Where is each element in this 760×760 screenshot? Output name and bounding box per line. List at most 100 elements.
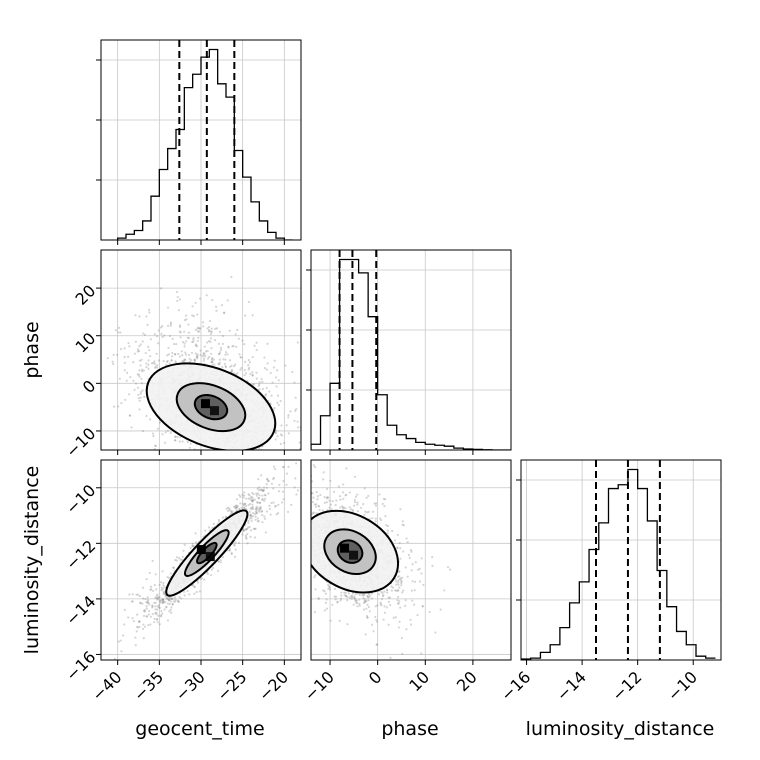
scatter-point [289, 453, 291, 455]
scatter-point [331, 500, 334, 503]
scatter-point [234, 505, 237, 508]
scatter-point [203, 345, 206, 348]
scatter-point [251, 455, 253, 457]
scatter-point [365, 496, 368, 499]
scatter-point [346, 623, 349, 626]
scatter-point [376, 604, 379, 607]
scatter-point [272, 366, 276, 369]
scatter-point [123, 623, 126, 626]
scatter-point [293, 486, 296, 489]
scatter-point [236, 328, 239, 332]
scatter-point [161, 601, 164, 604]
scatter-point [296, 507, 298, 509]
scatter-point [198, 466, 200, 468]
scatter-point [251, 474, 253, 476]
scatter-point [148, 609, 151, 613]
scatter-point [156, 617, 159, 621]
scatter-point [152, 434, 155, 438]
scatter-point [343, 594, 346, 597]
scatter-point [421, 605, 424, 608]
scatter-point [181, 354, 184, 357]
scatter-point [327, 496, 330, 499]
scatter-point [285, 472, 289, 475]
scatter-point [383, 605, 386, 608]
scatter-point [141, 389, 144, 392]
scatter-point [306, 546, 308, 548]
scatter-point [288, 454, 290, 456]
scatter-point [308, 549, 310, 551]
scatter-point [168, 598, 171, 602]
scatter-point [226, 462, 228, 464]
scatter-point [354, 601, 357, 604]
scatter-point [167, 346, 170, 349]
scatter-point [391, 586, 395, 589]
scatter-point [206, 341, 209, 344]
x-axis-label-luminosity-distance: luminosity_distance [526, 718, 715, 740]
scatter-point [220, 304, 224, 307]
scatter-point [242, 529, 245, 532]
scatter-point [252, 527, 255, 530]
scatter-point [252, 383, 256, 386]
scatter-point [183, 543, 186, 546]
scatter-point [446, 565, 450, 569]
scatter-point [235, 464, 237, 466]
scatter-point [138, 359, 142, 362]
scatter-point [312, 512, 315, 515]
scatter-point [224, 358, 227, 361]
scatter-point [164, 595, 167, 598]
scatter-point [380, 604, 383, 607]
scatter-point [208, 319, 212, 323]
scatter-point [344, 595, 348, 598]
scatter-point [146, 601, 149, 605]
scatter-point [250, 517, 253, 520]
scatter-point [178, 325, 182, 328]
scatter-point [296, 509, 298, 511]
scatter-point [222, 311, 226, 314]
scatter-point [361, 594, 364, 597]
scatter-point [210, 330, 213, 334]
scatter-point [371, 517, 374, 520]
scatter-point [254, 453, 256, 455]
scatter-point [161, 570, 164, 573]
scatter-point [295, 512, 297, 514]
scatter-point [400, 584, 403, 587]
scatter-point [304, 473, 306, 475]
scatter-point [219, 457, 221, 459]
scatter-point [201, 321, 205, 324]
scatter-point [410, 569, 413, 572]
scatter-point [328, 499, 331, 502]
scatter-point [257, 509, 260, 512]
scatter-point [166, 429, 169, 432]
scatter-point [265, 486, 269, 489]
scatter-point [111, 360, 114, 363]
scatter-point [362, 503, 365, 506]
scatter-point [395, 580, 398, 583]
scatter-point [330, 508, 333, 511]
scatter-point [144, 597, 147, 601]
scatter-point [179, 336, 182, 339]
scatter-point [117, 331, 120, 334]
scatter-point [198, 327, 202, 330]
x-tick-label: 0 [365, 667, 386, 688]
scatter-point [176, 299, 179, 303]
scatter-point [118, 377, 121, 380]
scatter-point [398, 586, 401, 589]
scatter-point [292, 484, 294, 486]
scatter-point [202, 352, 205, 355]
scatter-point [205, 453, 207, 455]
scatter-point [396, 602, 400, 605]
scatter-point [363, 598, 366, 601]
scatter-point [195, 590, 198, 594]
scatter-point [317, 504, 320, 508]
scatter-point [398, 570, 401, 574]
scatter-point [385, 524, 388, 527]
scatter-point [142, 609, 146, 613]
scatter-point [244, 314, 247, 317]
scatter-point [254, 467, 256, 469]
scatter-point [396, 546, 399, 549]
scatter-point [269, 513, 272, 516]
scatter-point [216, 569, 220, 572]
density-peak-cell [349, 550, 359, 560]
scatter-point [314, 505, 318, 508]
scatter-point [246, 533, 249, 536]
